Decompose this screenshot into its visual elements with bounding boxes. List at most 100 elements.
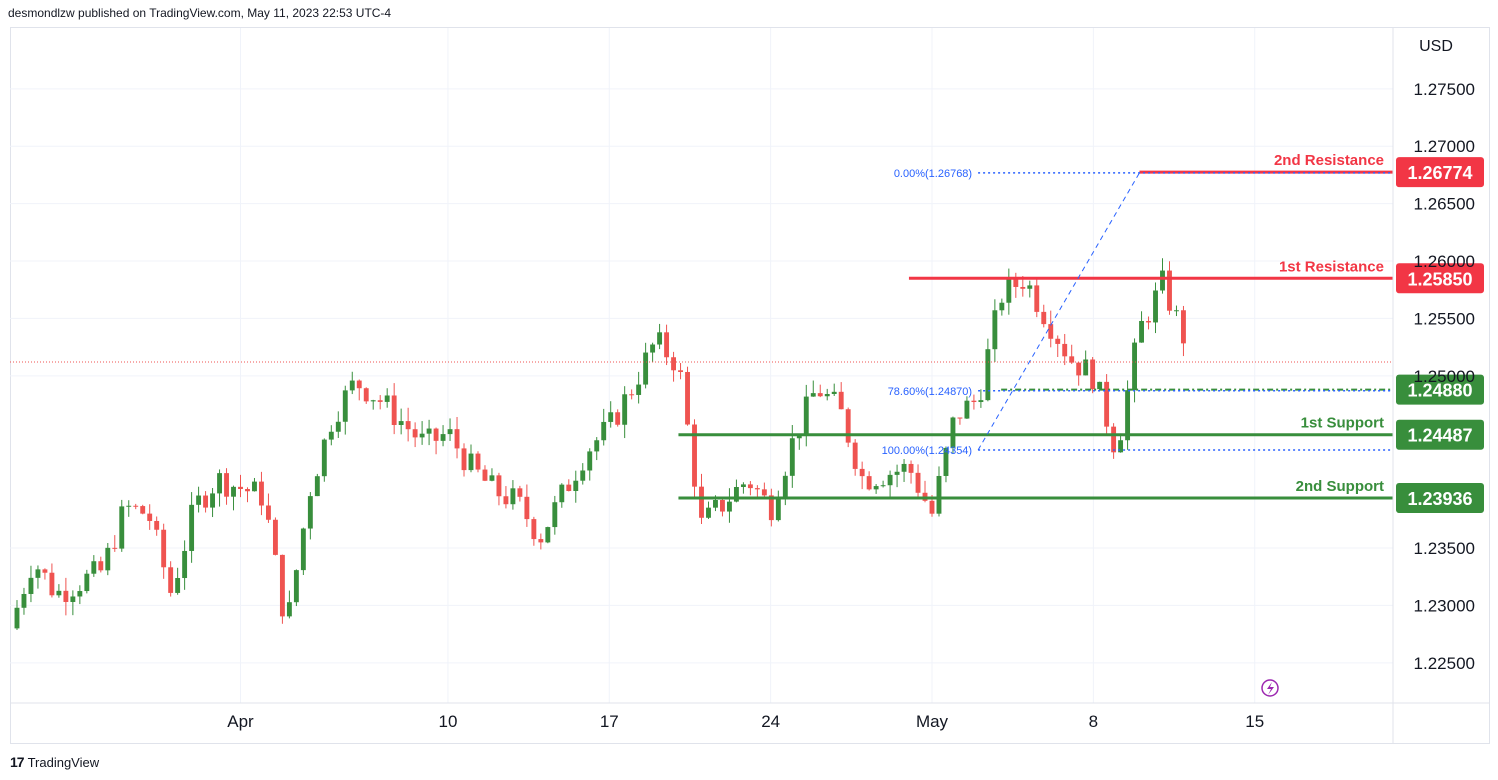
candle-down bbox=[238, 486, 243, 490]
candle-down bbox=[377, 400, 383, 402]
candle-down bbox=[496, 475, 502, 497]
candle-up bbox=[1118, 440, 1124, 453]
tradingview-footer: 17 TradingView bbox=[10, 754, 99, 770]
candle-up bbox=[349, 380, 355, 391]
candle-down bbox=[720, 500, 725, 512]
candle-up bbox=[1160, 270, 1165, 291]
level-price-label: 1.25850 bbox=[1407, 269, 1472, 289]
candle-up bbox=[978, 400, 984, 403]
tradingview-brand: TradingView bbox=[27, 754, 100, 770]
candle-up bbox=[943, 447, 949, 476]
y-tick-label: 1.26500 bbox=[1414, 195, 1475, 214]
candle-up bbox=[440, 434, 446, 441]
candle-up bbox=[985, 349, 991, 401]
level-price-label: 1.24487 bbox=[1407, 426, 1472, 446]
level-label: 2nd Support bbox=[1296, 478, 1384, 495]
candle-up bbox=[573, 480, 579, 492]
candle-down bbox=[154, 520, 160, 530]
level-price-badge bbox=[1396, 263, 1484, 294]
candle-down bbox=[671, 357, 677, 371]
candle-down bbox=[405, 421, 411, 430]
candle-up bbox=[370, 400, 376, 402]
candle-up bbox=[182, 550, 188, 579]
candle-up bbox=[622, 394, 628, 425]
candle-down bbox=[754, 488, 760, 490]
candle-down bbox=[224, 473, 229, 497]
candle-up bbox=[1083, 359, 1089, 376]
candle-up bbox=[873, 486, 879, 490]
level-price-label: 1.26774 bbox=[1407, 163, 1472, 183]
candle-up bbox=[398, 421, 404, 425]
candle-up bbox=[321, 439, 327, 477]
level-price-badge bbox=[1396, 157, 1484, 188]
candle-down bbox=[845, 409, 851, 443]
candle-up bbox=[643, 352, 649, 385]
candle-down bbox=[1034, 285, 1040, 312]
candle-down bbox=[1048, 324, 1054, 339]
tradingview-logo-icon: 17 bbox=[10, 754, 25, 770]
candle-down bbox=[1104, 381, 1110, 427]
candle-down bbox=[838, 391, 844, 410]
fib-level-label: 100.00%(1.24354) bbox=[882, 445, 973, 457]
level-price-label: 1.24880 bbox=[1407, 381, 1472, 401]
x-tick-label: May bbox=[916, 712, 949, 731]
candle-up bbox=[447, 429, 453, 435]
candle-down bbox=[1055, 338, 1061, 344]
candle-down bbox=[517, 488, 523, 497]
level-price-badge bbox=[1396, 482, 1484, 513]
candle-down bbox=[915, 472, 921, 493]
candle-down bbox=[147, 513, 153, 521]
candle-up bbox=[510, 488, 516, 505]
candle-up bbox=[650, 344, 656, 353]
x-tick-label: 15 bbox=[1245, 712, 1264, 731]
candle-down bbox=[852, 442, 858, 469]
candle-up bbox=[196, 495, 202, 505]
candle-up bbox=[552, 502, 558, 528]
candle-down bbox=[363, 388, 369, 402]
candle-down bbox=[1020, 286, 1026, 289]
candle-down bbox=[475, 453, 481, 470]
candle-up bbox=[489, 475, 495, 481]
candle-down bbox=[524, 496, 530, 520]
candle-up bbox=[636, 384, 642, 395]
levels-layer: 2nd Resistance 1.26774 1st Resistance 1.258… bbox=[10, 152, 1484, 513]
candle-down bbox=[140, 506, 146, 514]
candle-up bbox=[1006, 278, 1012, 303]
candle-down bbox=[503, 496, 509, 505]
candle-up bbox=[901, 463, 907, 472]
candle-up bbox=[77, 591, 83, 597]
candle-up bbox=[210, 493, 216, 508]
candle-down bbox=[168, 567, 174, 593]
candle-down bbox=[356, 380, 362, 389]
candle-down bbox=[272, 519, 278, 555]
candle-down bbox=[685, 371, 690, 425]
candle-up bbox=[964, 400, 970, 419]
candle-up bbox=[782, 475, 788, 500]
x-tick-label: 17 bbox=[600, 712, 619, 731]
candle-down bbox=[112, 547, 118, 549]
candle-up bbox=[231, 486, 236, 497]
candle-up bbox=[126, 505, 132, 507]
x-tick-label: Apr bbox=[227, 712, 254, 731]
candle-up bbox=[293, 570, 299, 603]
candle-down bbox=[747, 484, 753, 489]
candle-down bbox=[615, 412, 621, 425]
candle-up bbox=[1027, 285, 1033, 289]
level-label: 2nd Resistance bbox=[1274, 152, 1384, 169]
x-tick-label: 24 bbox=[761, 712, 780, 731]
candle-up bbox=[936, 475, 942, 514]
candle-up bbox=[894, 471, 900, 475]
candle-up bbox=[119, 506, 125, 549]
level-label: 1st Support bbox=[1301, 415, 1384, 432]
candle-down bbox=[908, 463, 914, 473]
candle-down bbox=[42, 569, 48, 573]
candle-down bbox=[566, 484, 572, 492]
candle-up bbox=[706, 507, 711, 518]
candle-up bbox=[594, 440, 600, 452]
candle-up bbox=[14, 607, 20, 629]
candle-up bbox=[56, 590, 62, 596]
candle-down bbox=[203, 495, 209, 508]
candle-down bbox=[761, 489, 767, 496]
candle-up bbox=[1097, 381, 1103, 390]
